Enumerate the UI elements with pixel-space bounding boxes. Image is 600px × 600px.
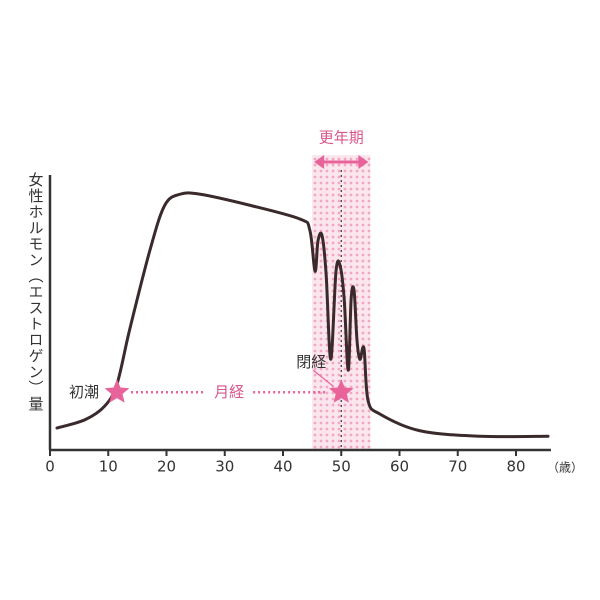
x-tick-label: 40 [273, 458, 292, 476]
leader [312, 369, 334, 387]
x-tick-label: 10 [99, 458, 118, 476]
band-label: 更年期 [319, 129, 364, 147]
x-axis-label: （歳） [547, 461, 583, 475]
marker-label: 初潮 [69, 383, 99, 401]
marker-label: 閉経 [296, 353, 326, 371]
x-tick-label: 30 [215, 458, 234, 476]
star-marker [328, 379, 354, 403]
x-tick-label: 20 [157, 458, 176, 476]
y-axis-label: 女性ホルモン（エストロゲン）量 [27, 171, 45, 412]
hormone-line [55, 191, 550, 439]
span-label: 月経 [214, 383, 244, 401]
x-tick-label: 0 [45, 458, 55, 476]
x-tick-label: 80 [506, 458, 525, 476]
star-marker [104, 379, 130, 403]
x-tick-label: 70 [448, 458, 467, 476]
x-tick-label: 60 [390, 458, 409, 476]
x-tick-label: 50 [332, 458, 351, 476]
